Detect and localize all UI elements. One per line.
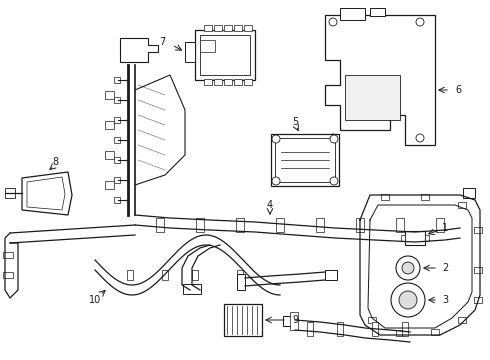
Bar xyxy=(114,117,120,123)
Bar xyxy=(436,218,444,232)
Bar xyxy=(244,79,252,85)
Bar xyxy=(192,270,198,280)
Polygon shape xyxy=(27,177,65,210)
Bar xyxy=(114,97,120,103)
Bar xyxy=(114,177,120,183)
Bar xyxy=(114,157,120,163)
Polygon shape xyxy=(120,38,158,62)
Circle shape xyxy=(272,135,280,143)
Bar xyxy=(234,25,242,31)
Circle shape xyxy=(416,134,424,142)
Bar xyxy=(214,25,222,31)
Bar xyxy=(214,79,222,85)
Bar xyxy=(276,218,284,232)
Circle shape xyxy=(272,177,280,185)
Bar xyxy=(196,218,204,232)
Circle shape xyxy=(399,291,417,309)
Bar xyxy=(105,121,114,129)
Bar xyxy=(307,322,313,336)
Bar xyxy=(195,30,255,80)
Bar xyxy=(183,284,201,294)
Circle shape xyxy=(329,134,337,142)
Bar xyxy=(381,194,389,200)
Text: 6: 6 xyxy=(455,85,461,95)
Bar xyxy=(237,270,243,280)
Bar xyxy=(224,304,262,336)
Bar xyxy=(396,330,404,336)
Bar xyxy=(290,312,298,330)
Bar xyxy=(402,322,408,336)
Bar xyxy=(127,270,133,280)
Bar xyxy=(405,231,425,245)
Text: 5: 5 xyxy=(292,117,298,127)
Bar xyxy=(200,35,250,75)
Text: 2: 2 xyxy=(442,263,448,273)
Circle shape xyxy=(329,18,337,26)
Circle shape xyxy=(402,262,414,274)
Bar xyxy=(3,272,13,278)
Bar xyxy=(224,25,232,31)
Bar xyxy=(162,270,168,280)
Bar xyxy=(463,188,475,198)
Bar xyxy=(474,227,482,233)
Bar xyxy=(236,218,244,232)
Bar xyxy=(345,75,400,120)
Bar xyxy=(114,77,120,83)
Text: 8: 8 xyxy=(52,157,58,167)
Bar xyxy=(200,40,215,52)
Bar xyxy=(237,274,245,290)
Bar xyxy=(105,151,114,159)
Text: 7: 7 xyxy=(159,37,165,47)
Bar xyxy=(421,194,429,200)
Bar xyxy=(401,235,405,241)
Bar xyxy=(283,316,295,326)
Bar xyxy=(340,8,365,20)
Circle shape xyxy=(396,256,420,280)
Bar xyxy=(431,329,439,335)
Bar xyxy=(114,197,120,203)
Polygon shape xyxy=(325,15,435,145)
Text: 4: 4 xyxy=(267,200,273,210)
Bar xyxy=(474,267,482,273)
Bar xyxy=(224,79,232,85)
Bar xyxy=(105,91,114,99)
Circle shape xyxy=(416,18,424,26)
Bar xyxy=(474,297,482,303)
Bar xyxy=(425,235,429,241)
Bar xyxy=(396,218,404,232)
Bar xyxy=(356,218,364,232)
Text: 10: 10 xyxy=(89,295,101,305)
Text: 9: 9 xyxy=(292,315,298,325)
Bar xyxy=(204,25,212,31)
Bar xyxy=(244,25,252,31)
Circle shape xyxy=(391,283,425,317)
Text: 3: 3 xyxy=(442,295,448,305)
Bar xyxy=(204,79,212,85)
Bar xyxy=(105,181,114,189)
Bar xyxy=(156,218,164,232)
Bar xyxy=(3,252,13,258)
Bar xyxy=(185,42,195,62)
Bar xyxy=(316,218,324,232)
Bar xyxy=(458,202,466,208)
Circle shape xyxy=(330,135,338,143)
Bar xyxy=(234,79,242,85)
Bar xyxy=(5,188,15,198)
Text: 1: 1 xyxy=(442,223,448,233)
Bar xyxy=(458,317,466,323)
Bar xyxy=(114,137,120,143)
Bar xyxy=(372,322,378,336)
Bar xyxy=(370,8,385,16)
Bar xyxy=(337,322,343,336)
Circle shape xyxy=(330,177,338,185)
Bar xyxy=(275,138,335,182)
Bar xyxy=(325,270,337,280)
Polygon shape xyxy=(22,172,72,215)
Bar xyxy=(271,134,339,186)
Bar xyxy=(368,317,376,323)
